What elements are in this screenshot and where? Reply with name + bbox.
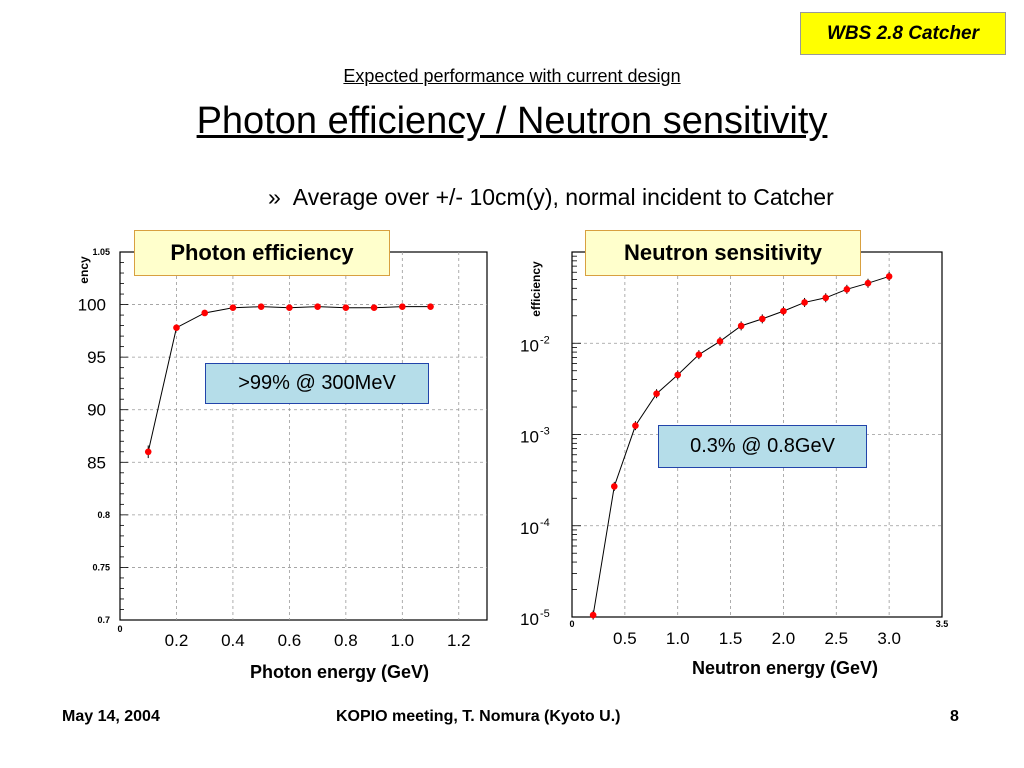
photon-plot-frame — [119, 251, 488, 621]
neutron-x-tick-label: 1.0 — [666, 629, 690, 648]
slide-subtitle: Expected performance with current design — [343, 66, 681, 86]
neutron-y-tick-exponent: -4 — [540, 517, 550, 529]
wbs-label: WBS 2.8 Catcher — [800, 12, 1006, 55]
neutron-x-axis-label: Neutron energy (GeV) — [692, 658, 879, 678]
neutron-chart-label: Neutron sensitivity — [585, 230, 861, 276]
neutron-data-point — [737, 322, 745, 330]
neutron-data-point — [653, 390, 660, 397]
photon-y-tick-label-small: 0.7 — [97, 615, 110, 625]
bullet-text: Average over +/- 10cm(y), normal inciden… — [292, 184, 834, 210]
neutron-y-tick-base: 10 — [520, 428, 539, 447]
photon-data-point — [342, 304, 350, 312]
photon-data-point — [257, 303, 265, 310]
footer-date: May 14, 2004 — [62, 708, 160, 725]
photon-chart-label: Photon efficiency — [134, 230, 390, 276]
neutron-y-tick-exponent: -3 — [540, 426, 550, 438]
photon-data-point — [201, 309, 208, 317]
neutron-data-point — [843, 286, 851, 293]
neutron-x-tick-label: 2.0 — [772, 629, 796, 648]
photon-y-tick-label-small: 0.75 — [92, 562, 110, 572]
neutron-x-tick-end: 3.5 — [936, 619, 949, 629]
photon-y-tick-label: 85 — [87, 453, 106, 472]
photon-data-point — [286, 304, 293, 312]
photon-x-tick-label: 0.6 — [278, 631, 302, 650]
photon-data-point — [229, 304, 237, 312]
photon-data-point — [427, 303, 434, 310]
neutron-data-point — [674, 371, 682, 379]
photon-y-tick-label: 95 — [87, 348, 106, 367]
photon-x-tick-label: 1.0 — [390, 631, 414, 650]
neutron-y-axis-label: efficiency — [529, 261, 543, 317]
photon-x-tick-label: 0.8 — [334, 631, 358, 650]
neutron-data-point — [610, 483, 618, 490]
slide-title: Photon efficiency / Neutron sensitivity — [196, 100, 828, 142]
neutron-y-tick-base: 10 — [520, 519, 539, 538]
photon-data-point — [314, 303, 321, 310]
photon-x-tick-label: 0.4 — [221, 631, 245, 650]
neutron-data-point — [632, 422, 639, 429]
footer-meeting: KOPIO meeting, T. Nomura (Kyoto U.) — [336, 708, 621, 725]
photon-y-tick-label: 90 — [87, 401, 106, 420]
photon-y-axis-label-fragment: ency — [77, 256, 91, 284]
neutron-data-point — [758, 315, 766, 323]
photon-annotation: >99% @ 300MeV — [205, 363, 429, 404]
neutron-data-point — [885, 273, 893, 280]
photon-y-tick-label-small: 1.05 — [92, 247, 110, 257]
neutron-x-tick-label: 1.5 — [719, 629, 743, 648]
neutron-x-tick-label: 0.5 — [613, 629, 637, 648]
neutron-x-tick-origin: 0 — [569, 619, 574, 629]
photon-data-point — [144, 448, 152, 456]
photon-y-tick-label: 100 — [78, 296, 106, 315]
photon-x-tick-label: 0.2 — [165, 631, 189, 650]
neutron-data-point — [801, 299, 808, 306]
photon-x-tick-label: 1.2 — [447, 631, 471, 650]
neutron-y-tick-base: 10 — [520, 610, 539, 629]
neutron-data-point — [780, 307, 787, 315]
photon-x-axis-label: Photon energy (GeV) — [250, 662, 430, 682]
neutron-x-tick-label: 2.5 — [824, 629, 848, 648]
photon-x-tick-origin: 0 — [117, 624, 122, 634]
neutron-x-tick-label: 3.0 — [877, 629, 901, 648]
photon-data-point — [173, 324, 180, 332]
neutron-data-point — [864, 279, 872, 287]
neutron-data-point — [716, 338, 724, 345]
neutron-y-tick-exponent: -5 — [540, 608, 550, 620]
bullet-marker: » — [268, 184, 281, 210]
bullet-point: » Average over +/- 10cm(y), normal incide… — [268, 184, 834, 211]
footer-page-number: 8 — [950, 708, 959, 725]
neutron-y-tick-exponent: -2 — [540, 334, 550, 346]
neutron-data-point — [589, 611, 597, 619]
photon-data-point — [370, 304, 378, 312]
neutron-data-point — [695, 351, 703, 358]
photon-y-tick-label-small: 0.8 — [97, 510, 110, 520]
neutron-annotation: 0.3% @ 0.8GeV — [658, 425, 867, 468]
neutron-data-point — [822, 294, 830, 302]
photon-data-point — [399, 303, 406, 310]
neutron-y-tick-base: 10 — [520, 336, 539, 355]
